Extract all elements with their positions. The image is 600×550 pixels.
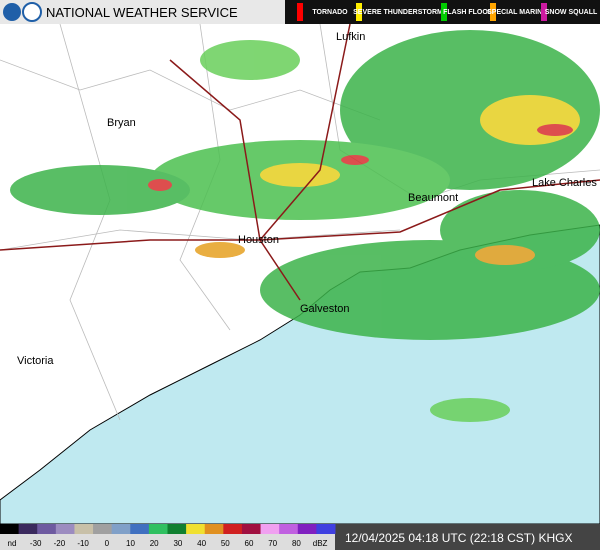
radar-echoes <box>10 30 600 422</box>
scale-swatch <box>37 524 57 534</box>
scale-label: 30 <box>173 539 182 548</box>
scale-label: nd <box>8 539 17 548</box>
scale-swatch <box>297 524 317 534</box>
city-label: Bryan <box>107 117 136 129</box>
nws-logo <box>22 2 42 22</box>
scale-swatch <box>167 524 187 534</box>
scale-swatch <box>316 524 336 534</box>
city-labels: Lufkin Bryan Houston Beaumont Lake Charl… <box>17 31 597 367</box>
warning-swatch <box>356 3 362 21</box>
city-label: Lake Charles <box>532 177 597 189</box>
scale-label-bg <box>0 534 335 550</box>
header-title: NATIONAL WEATHER SERVICE <box>46 5 238 20</box>
scale-swatch <box>241 524 262 534</box>
scale-label: 0 <box>105 539 110 548</box>
scale-swatch <box>260 524 280 534</box>
city-label: Beaumont <box>408 192 458 204</box>
scale-swatch <box>186 524 206 534</box>
color-scale: nd -30 -20 -10 0 10 20 30 40 50 60 70 80 dBZ <box>0 524 336 550</box>
scale-swatch <box>74 524 94 534</box>
scale-label: 10 <box>126 539 135 548</box>
warning-swatch <box>441 3 447 21</box>
scale-label: -10 <box>77 539 89 548</box>
city-label: Galveston <box>300 303 350 315</box>
city-label: Victoria <box>17 355 54 367</box>
warning-label: SPECIAL MARINE <box>487 9 547 16</box>
timestamp: 12/04/2025 04:18 UTC (22:18 CST) KHGX <box>345 531 572 545</box>
warning-label: FLASH FLOOD <box>443 9 493 16</box>
scale-label: 20 <box>150 539 159 548</box>
scale-swatch <box>93 524 113 534</box>
scale-swatch <box>148 524 168 534</box>
scale-label: dBZ <box>313 539 328 548</box>
scale-label: 70 <box>268 539 277 548</box>
scale-swatch <box>204 524 224 534</box>
warning-swatch <box>490 3 496 21</box>
scale-swatch <box>130 524 150 534</box>
scale-swatch <box>111 524 131 534</box>
scale-label: 40 <box>197 539 206 548</box>
scale-label: 50 <box>221 539 230 548</box>
warning-items: TORNADO SEVERE THUNDERSTORM FLASH FLOOD … <box>297 3 598 21</box>
warning-label: TORNADO <box>312 9 348 16</box>
warning-label: SEVERE THUNDERSTORM <box>353 9 443 16</box>
highways <box>0 23 600 301</box>
scale-swatch <box>55 524 75 534</box>
header-bar <box>0 0 285 24</box>
scale-swatch <box>223 524 243 534</box>
warning-label: SNOW SQUALL <box>545 9 598 16</box>
noaa-logo <box>3 3 21 21</box>
city-label: Houston <box>238 234 279 246</box>
scale-label: -30 <box>30 539 42 548</box>
scale-label: 60 <box>245 539 254 548</box>
scale-label: 80 <box>292 539 301 548</box>
warning-swatch <box>541 3 547 21</box>
scale-label: -20 <box>54 539 66 548</box>
city-label: Lufkin <box>336 31 365 43</box>
scale-swatch <box>0 524 20 534</box>
scale-swatch <box>279 524 299 534</box>
warning-swatch <box>297 3 303 21</box>
scale-swatch <box>18 524 38 534</box>
